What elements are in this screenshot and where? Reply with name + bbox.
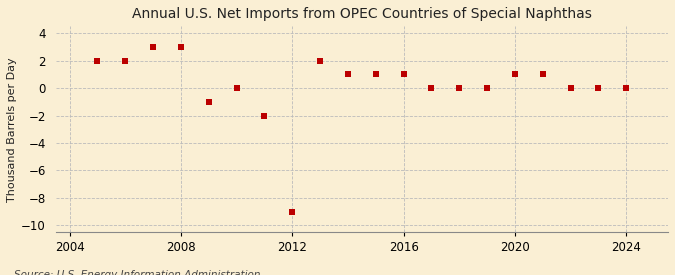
- Title: Annual U.S. Net Imports from OPEC Countries of Special Naphthas: Annual U.S. Net Imports from OPEC Countr…: [132, 7, 592, 21]
- Point: [482, 86, 493, 90]
- Point: [510, 72, 520, 76]
- Point: [565, 86, 576, 90]
- Point: [231, 86, 242, 90]
- Point: [454, 86, 464, 90]
- Point: [148, 45, 159, 49]
- Point: [287, 210, 298, 214]
- Point: [119, 58, 130, 63]
- Point: [371, 72, 381, 76]
- Y-axis label: Thousand Barrels per Day: Thousand Barrels per Day: [7, 57, 17, 202]
- Point: [315, 58, 325, 63]
- Text: Source: U.S. Energy Information Administration: Source: U.S. Energy Information Administ…: [14, 271, 260, 275]
- Point: [537, 72, 548, 76]
- Point: [92, 58, 103, 63]
- Point: [259, 113, 270, 118]
- Point: [176, 45, 186, 49]
- Point: [398, 72, 409, 76]
- Point: [426, 86, 437, 90]
- Point: [621, 86, 632, 90]
- Point: [342, 72, 353, 76]
- Point: [593, 86, 604, 90]
- Point: [203, 100, 214, 104]
